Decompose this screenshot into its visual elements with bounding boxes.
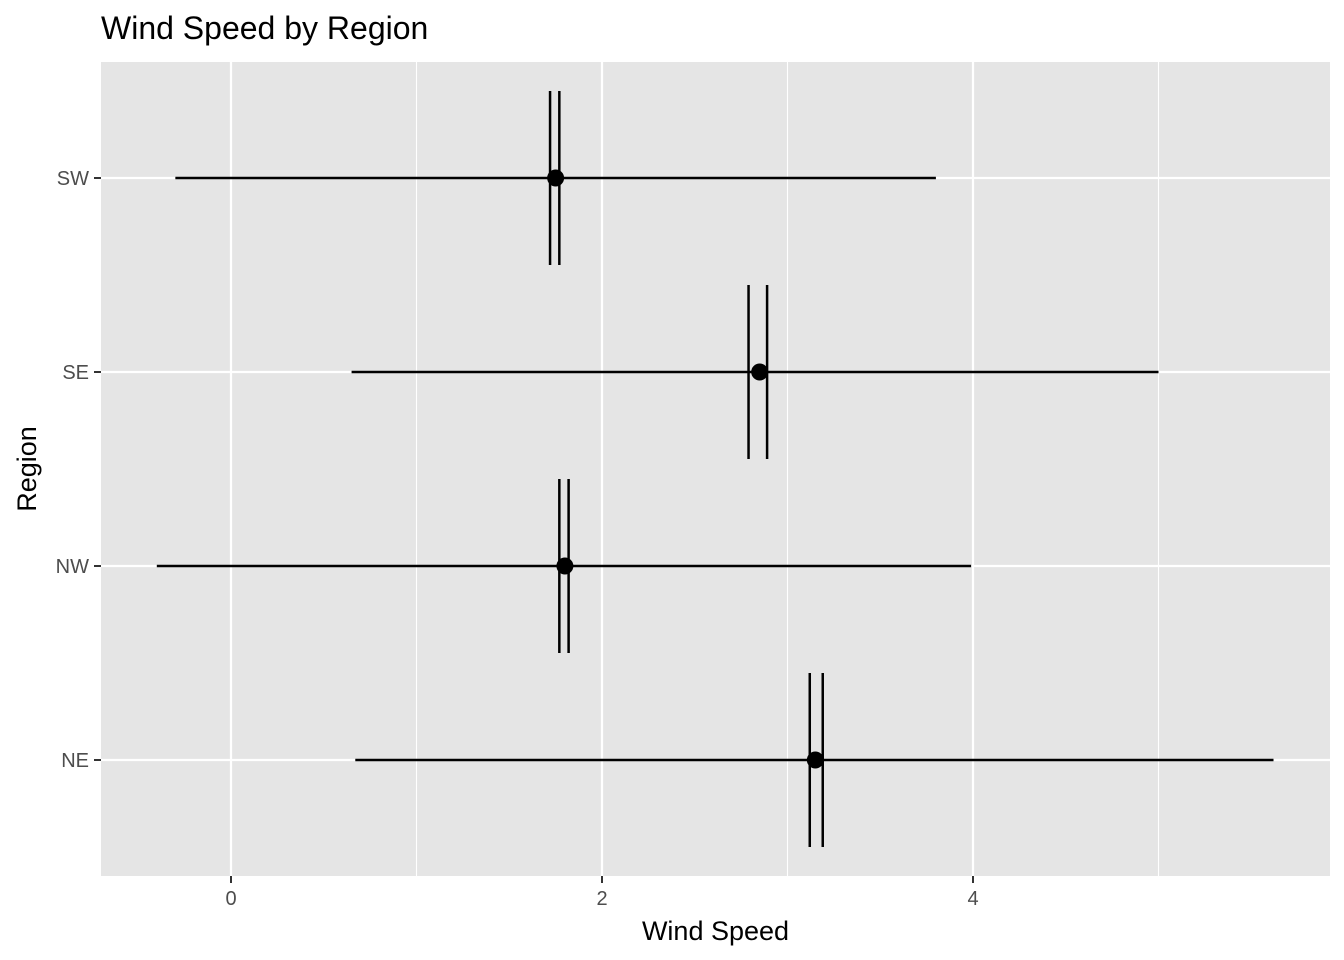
error-bar-sw	[175, 91, 936, 265]
point	[751, 363, 769, 381]
error-bar-nw	[156, 479, 972, 653]
chart-title: Wind Speed by Region	[101, 10, 428, 46]
x-tick-label: 4	[967, 888, 978, 910]
minor-gridlines	[415, 62, 1160, 876]
axes: 0 2 4 NE NW SE SW	[56, 168, 979, 910]
point	[547, 169, 565, 187]
point	[556, 557, 574, 575]
x-axis-title: Wind Speed	[642, 916, 789, 946]
x-tick-label: 0	[225, 888, 236, 910]
error-bars	[156, 91, 1274, 847]
error-bar-ne	[355, 673, 1274, 847]
y-tick-label: SW	[57, 168, 89, 190]
point	[806, 751, 824, 769]
x-tick-label: 2	[596, 888, 607, 910]
plot-panel	[101, 62, 1330, 876]
error-bar-se	[351, 285, 1159, 459]
y-tick-label: NE	[61, 750, 89, 772]
y-tick-label: SE	[62, 362, 89, 384]
y-tick-label: NW	[56, 556, 89, 578]
y-axis-title: Region	[12, 426, 42, 512]
